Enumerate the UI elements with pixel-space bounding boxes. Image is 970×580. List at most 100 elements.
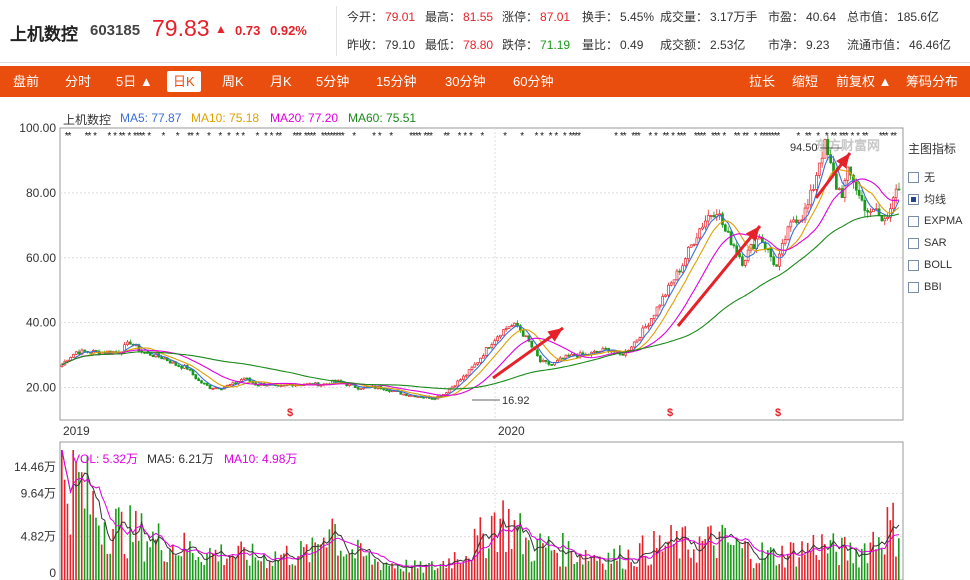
- chart-tool-button[interactable]: 拉长: [749, 74, 776, 89]
- price-tick-label: 20.00: [26, 381, 56, 395]
- ma-line: [61, 168, 900, 398]
- volume-bar: [658, 535, 661, 580]
- event-marker: *: [426, 131, 430, 142]
- volume-bar: [317, 544, 319, 580]
- indicator-checkbox[interactable]: [908, 237, 919, 249]
- candle-body: [464, 374, 468, 377]
- event-marker: *: [446, 131, 450, 142]
- volume-bar: [698, 536, 701, 580]
- indicator-label: EXPMA: [924, 215, 963, 227]
- quote-field: 昨收： 79.10: [347, 36, 415, 53]
- event-marker: *: [759, 131, 763, 142]
- period-tab[interactable]: 分时: [65, 74, 92, 89]
- event-marker: *: [310, 131, 314, 142]
- volume-bar: [388, 565, 390, 580]
- period-tab[interactable]: 周K: [222, 74, 244, 89]
- candle-body: [191, 369, 195, 376]
- candle-body: [806, 204, 810, 209]
- volume-bar: [197, 556, 200, 580]
- candle-body: [507, 326, 511, 329]
- indicator-checkbox[interactable]: [908, 259, 919, 271]
- candle-body: [823, 139, 827, 159]
- volume-bar: [590, 556, 593, 580]
- candle-body: [274, 384, 277, 387]
- event-marker: *: [771, 131, 775, 142]
- candle-body: [755, 238, 759, 249]
- chart-tool-button[interactable]: 缩短: [792, 74, 819, 89]
- candle-body: [883, 218, 887, 222]
- volume-bar: [209, 547, 211, 580]
- volume-bar: [422, 572, 425, 580]
- event-marker: *: [554, 131, 558, 142]
- candle-body: [396, 390, 400, 392]
- period-tab[interactable]: 15分钟: [376, 74, 417, 89]
- volume-bar: [394, 568, 396, 580]
- indicator-option[interactable]: BBI: [908, 276, 970, 298]
- trend-arrow: [676, 225, 762, 327]
- volume-bar: [137, 540, 140, 580]
- volume-bar: [607, 552, 610, 580]
- indicator-checkbox[interactable]: [908, 193, 919, 205]
- volume-bar: [826, 553, 829, 580]
- volume-bar: [308, 562, 311, 580]
- event-marker: *: [298, 131, 302, 142]
- event-marker: *: [850, 131, 854, 142]
- volume-bar: [453, 552, 456, 580]
- candle-body: [675, 270, 679, 281]
- period-tab[interactable]: 盘前: [13, 74, 40, 89]
- event-marker: *: [717, 131, 721, 142]
- price-tick-label: 100.00: [19, 121, 56, 135]
- volume-bar: [217, 561, 220, 580]
- candle-body: [789, 221, 793, 228]
- volume-bar: [402, 571, 405, 580]
- candle-body: [798, 219, 801, 223]
- volume-bar: [792, 542, 795, 580]
- chart-tool-button[interactable]: 筹码分布: [906, 74, 959, 89]
- volume-bar: [599, 556, 601, 580]
- period-tab[interactable]: 5分钟: [316, 74, 350, 89]
- candle-body: [177, 365, 181, 367]
- candle-body: [516, 322, 519, 327]
- event-marker: *: [845, 131, 849, 142]
- candle-body: [462, 375, 465, 380]
- volume-bar: [798, 557, 800, 580]
- candle-body: [849, 166, 852, 176]
- candle-body: [402, 393, 405, 396]
- quote-label: 今开：: [347, 10, 384, 24]
- candle-body: [185, 365, 189, 370]
- ma-legend-item: MA5: 77.87: [120, 111, 182, 125]
- period-tab[interactable]: 月K: [270, 74, 292, 89]
- volume-bar: [581, 564, 584, 580]
- volume-bar: [78, 472, 80, 580]
- indicator-checkbox[interactable]: [908, 215, 919, 227]
- indicator-option[interactable]: 无: [908, 166, 970, 188]
- trend-arrow: [492, 326, 564, 380]
- event-marker: *: [862, 131, 866, 142]
- indicator-checkbox[interactable]: [908, 171, 919, 183]
- period-tab[interactable]: 日K: [167, 71, 201, 92]
- period-tab[interactable]: 5日 ▲: [116, 74, 153, 89]
- indicator-option[interactable]: EXPMA: [908, 210, 970, 232]
- indicator-option[interactable]: SAR: [908, 232, 970, 254]
- volume-bar: [348, 553, 351, 580]
- volume-bar: [661, 551, 664, 580]
- volume-bar: [328, 529, 331, 580]
- candle-body: [413, 394, 417, 398]
- indicator-option[interactable]: BOLL: [908, 254, 970, 276]
- indicator-checkbox[interactable]: [908, 281, 919, 293]
- volume-bar: [194, 559, 197, 580]
- candle-body: [647, 325, 650, 328]
- volume-bar: [325, 547, 328, 580]
- chart-tool-button[interactable]: 前复权 ▲: [836, 74, 892, 89]
- volume-bar: [795, 566, 798, 580]
- quote-label: 涨停：: [502, 10, 539, 24]
- period-tab[interactable]: 60分钟: [513, 74, 554, 89]
- indicator-option[interactable]: 均线: [908, 188, 970, 210]
- volume-bar: [226, 558, 228, 580]
- period-tab[interactable]: 30分钟: [445, 74, 486, 89]
- candle-body: [80, 349, 84, 355]
- event-marker: *: [463, 131, 467, 142]
- event-marker: *: [307, 131, 311, 142]
- quote-value: 81.55: [463, 10, 494, 24]
- candle-body: [792, 219, 796, 223]
